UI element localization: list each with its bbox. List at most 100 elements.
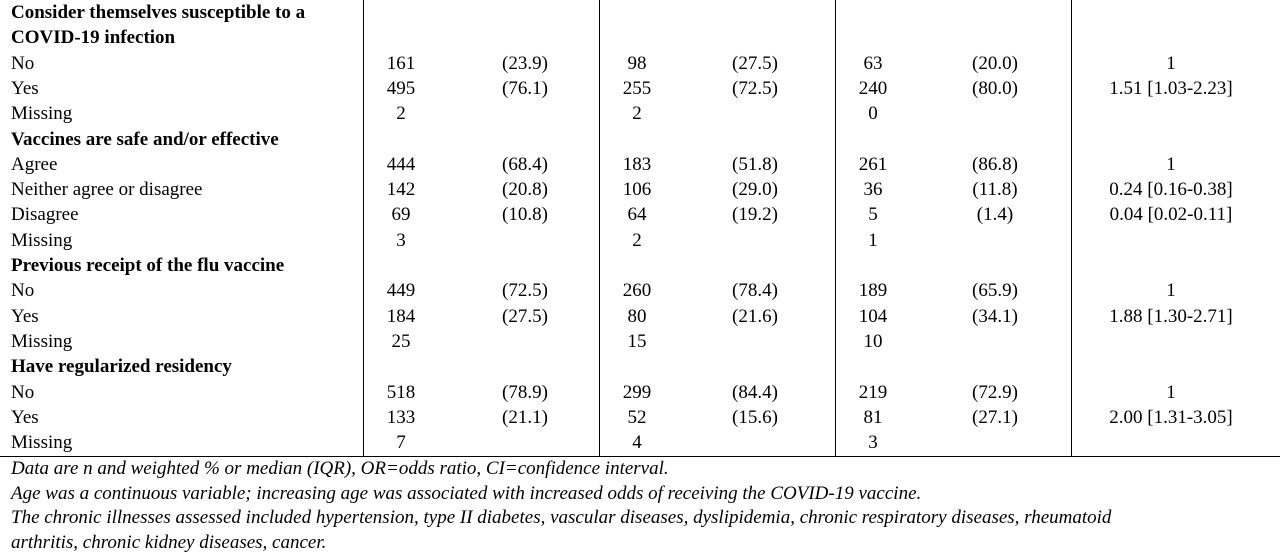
odds-ratio-cell: 1.51 [1.03-2.23]: [1109, 77, 1233, 99]
row-label: Disagree: [11, 204, 79, 226]
odds-ratio-cell: 0.24 [0.16-0.38]: [1109, 179, 1233, 201]
footnote: The chronic illnesses assessed included …: [11, 507, 1112, 553]
count-cell: 444: [386, 153, 416, 175]
count-cell: 81: [863, 406, 883, 428]
count-cell: 15: [627, 330, 647, 352]
count-cell: 142: [386, 179, 416, 201]
count-cell: 261: [858, 153, 888, 175]
data-table: Consider themselves susceptible to a COV…: [0, 0, 1280, 457]
percent-cell: (72.5): [502, 280, 548, 302]
odds-ratio-cell: 2.00 [1.31-3.05]: [1109, 406, 1233, 428]
count-cell: 5: [868, 204, 878, 226]
percent-cell: (27.1): [972, 406, 1018, 428]
count-cell: 0: [868, 103, 878, 125]
odds-ratio-cell: 0.04 [0.02-0.11]: [1109, 204, 1233, 226]
count-cell: 495: [386, 77, 416, 99]
percent-cell: (20.8): [502, 179, 548, 201]
count-cell: 2: [632, 229, 642, 251]
count-cell: 63: [863, 52, 883, 74]
percent-cell: (51.8): [732, 153, 778, 175]
count-cell: 52: [627, 406, 647, 428]
percent-cell: (19.2): [732, 204, 778, 226]
row-label: Yes: [11, 305, 39, 327]
count-cell: 2: [396, 103, 406, 125]
percent-cell: (34.1): [972, 305, 1018, 327]
footnote: Data are n and weighted % or median (IQR…: [11, 458, 669, 479]
count-cell: 80: [627, 305, 647, 327]
row-label: No: [11, 381, 35, 403]
percent-cell: (21.6): [732, 305, 778, 327]
count-cell: 98: [627, 52, 647, 74]
count-cell: 3: [396, 229, 406, 251]
count-cell: 104: [858, 305, 888, 327]
odds-ratio-cell: 1: [1166, 280, 1176, 302]
count-cell: 4: [632, 432, 642, 454]
odds-ratio-cell: 1.88 [1.30-2.71]: [1109, 305, 1233, 327]
column-divider: [1071, 0, 1072, 456]
odds-ratio-cell: 1: [1166, 381, 1176, 403]
percent-cell: (23.9): [502, 52, 548, 74]
percent-cell: (72.5): [732, 77, 778, 99]
count-cell: 255: [622, 77, 652, 99]
column-divider: [599, 0, 600, 456]
section-heading: Have regularized residency: [11, 356, 232, 378]
count-cell: 36: [863, 179, 883, 201]
count-cell: 518: [386, 381, 416, 403]
percent-cell: (76.1): [502, 77, 548, 99]
count-cell: 260: [622, 280, 652, 302]
section-heading: Vaccines are safe and/or effective: [11, 128, 279, 150]
percent-cell: (27.5): [732, 52, 778, 74]
column-divider: [835, 0, 836, 456]
percent-cell: (68.4): [502, 153, 548, 175]
count-cell: 161: [386, 52, 416, 74]
percent-cell: (80.0): [972, 77, 1018, 99]
percent-cell: (84.4): [732, 381, 778, 403]
percent-cell: (27.5): [502, 305, 548, 327]
percent-cell: (10.8): [502, 204, 548, 226]
count-cell: 3: [868, 432, 878, 454]
count-cell: 133: [386, 406, 416, 428]
count-cell: 106: [622, 179, 652, 201]
count-cell: 69: [391, 204, 411, 226]
count-cell: 449: [386, 280, 416, 302]
row-label: Missing: [11, 103, 73, 125]
percent-cell: (65.9): [972, 280, 1018, 302]
column-divider: [363, 0, 364, 456]
count-cell: 184: [386, 305, 416, 327]
percent-cell: (72.9): [972, 381, 1018, 403]
table-footnotes: Data are n and weighted % or median (IQR…: [11, 457, 1271, 555]
percent-cell: (1.4): [976, 204, 1014, 226]
count-cell: 7: [396, 432, 406, 454]
section-heading: Consider themselves susceptible to a COV…: [11, 2, 306, 48]
count-cell: 2: [632, 103, 642, 125]
count-cell: 219: [858, 381, 888, 403]
odds-ratio-cell: 1: [1166, 153, 1176, 175]
count-cell: 64: [627, 204, 647, 226]
row-label: Missing: [11, 330, 73, 352]
percent-cell: (29.0): [732, 179, 778, 201]
row-label: Missing: [11, 229, 73, 251]
odds-ratio-cell: 1: [1166, 52, 1176, 74]
row-label: Agree: [11, 153, 58, 175]
percent-cell: (21.1): [502, 406, 548, 428]
row-label: No: [11, 52, 35, 74]
row-label: Yes: [11, 77, 39, 99]
percent-cell: (11.8): [972, 179, 1018, 201]
count-cell: 25: [391, 330, 411, 352]
percent-cell: (78.9): [502, 381, 548, 403]
percent-cell: (15.6): [732, 406, 778, 428]
count-cell: 183: [622, 153, 652, 175]
row-label: No: [11, 280, 35, 302]
percent-cell: (86.8): [972, 153, 1018, 175]
section-heading: Previous receipt of the flu vaccine: [11, 255, 285, 276]
count-cell: 240: [858, 77, 888, 99]
count-cell: 10: [863, 330, 883, 352]
row-label: Yes: [11, 406, 39, 428]
row-label: Neither agree or disagree: [11, 179, 203, 201]
percent-cell: (78.4): [732, 280, 778, 302]
count-cell: 299: [622, 381, 652, 403]
count-cell: 189: [858, 280, 888, 302]
percent-cell: (20.0): [972, 52, 1018, 74]
row-label: Missing: [11, 432, 73, 454]
count-cell: 1: [868, 229, 878, 251]
